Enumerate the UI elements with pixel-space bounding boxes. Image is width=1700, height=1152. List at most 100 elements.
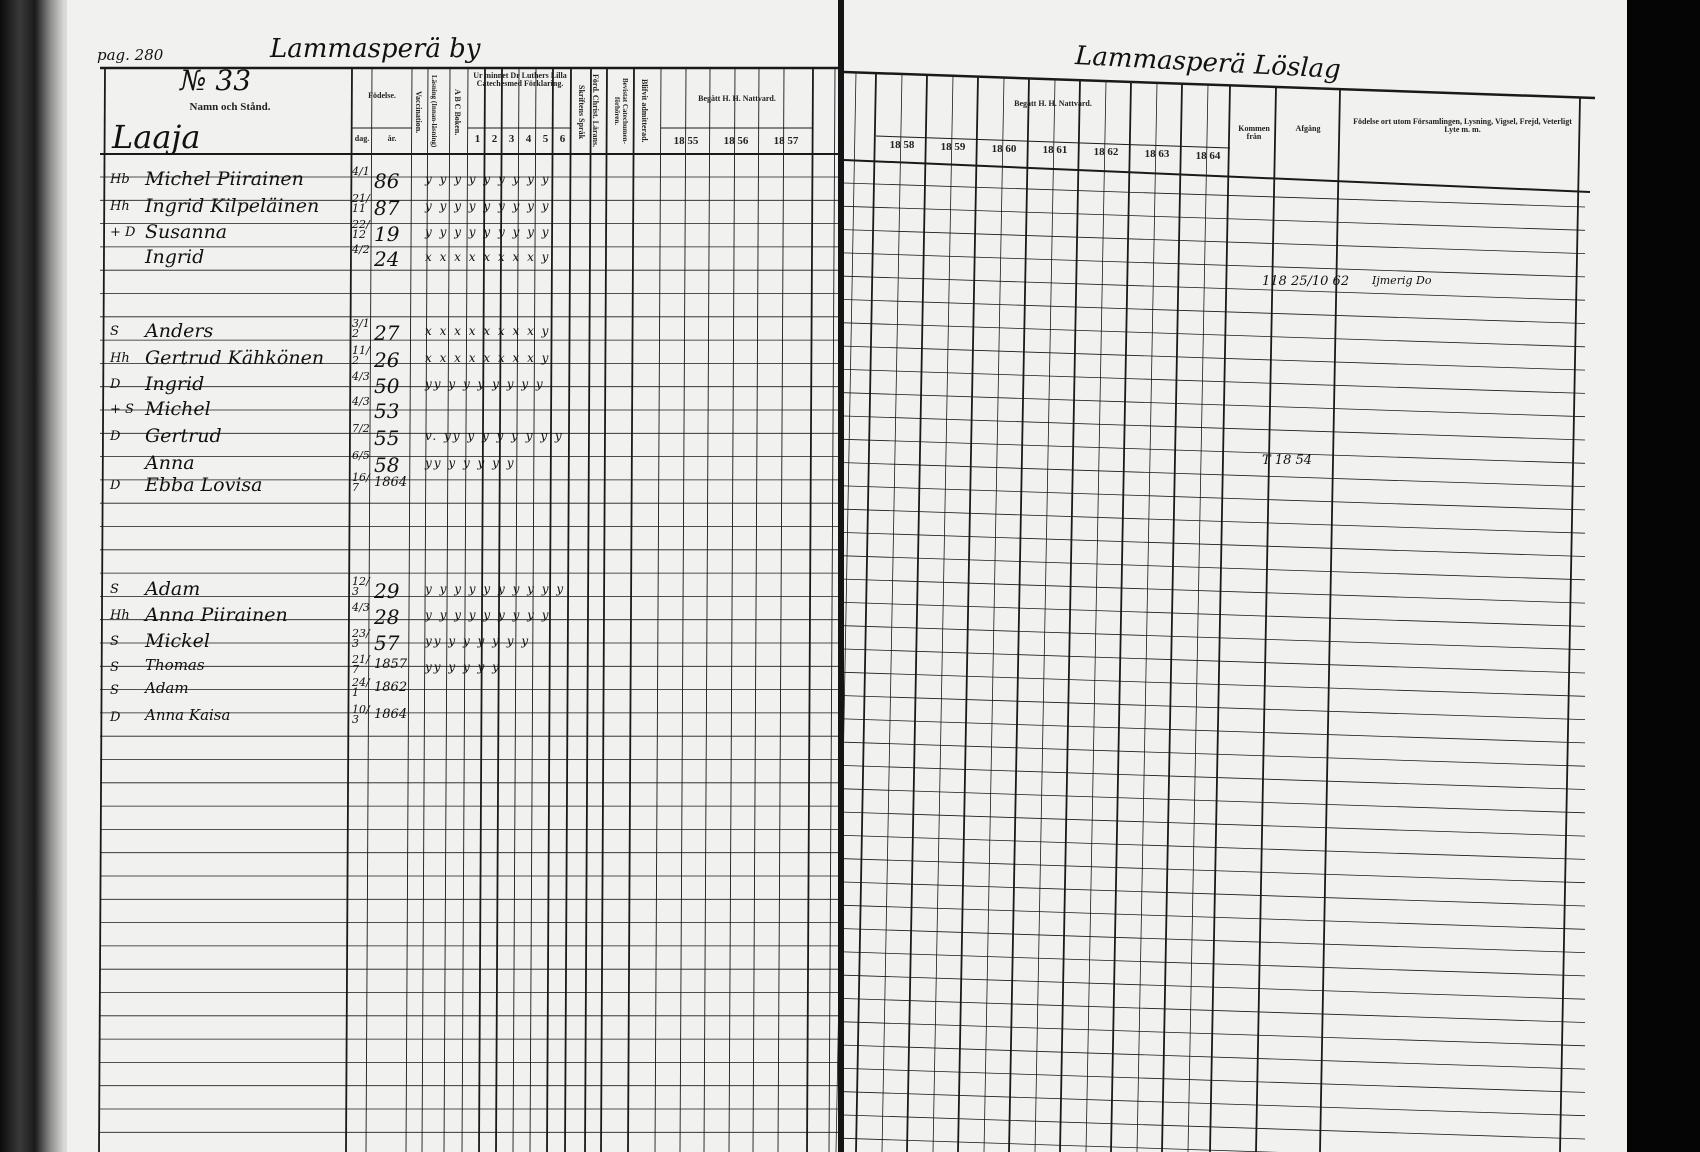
communion-year-label: 18 56 <box>723 135 749 147</box>
birth-year: 87 <box>374 196 400 220</box>
book-binding-edge <box>0 0 80 1152</box>
birth-day: 22/12 <box>352 218 370 241</box>
column-rule <box>529 67 537 1152</box>
communion-year-label: 18 58 <box>889 139 915 151</box>
birth-year: 27 <box>374 321 400 345</box>
village-title-left: Lammasperä by <box>270 34 481 64</box>
row-prefix: S <box>110 634 119 649</box>
row-rule <box>843 788 1586 814</box>
birth-year: 55 <box>374 426 400 450</box>
birth-day: 6/5 <box>352 449 370 462</box>
row-rule <box>843 1114 1586 1140</box>
row-prefix: Hb <box>110 172 130 187</box>
column-rule <box>1559 97 1581 1152</box>
person-name: Anna Piirainen <box>145 604 288 626</box>
row-rule <box>843 1021 1586 1047</box>
knowledge-marks: x x x x x x x x y <box>425 351 551 365</box>
column-rule <box>461 67 469 1152</box>
header-vaccination: Vaccination. <box>414 90 423 134</box>
row-rule <box>843 532 1586 557</box>
header-notes: Födelse ort utom Församlingen, Lysning, … <box>1353 117 1572 135</box>
birth-day: 4/3 <box>352 601 370 614</box>
row-rule <box>843 322 1586 348</box>
column-rule <box>1085 81 1107 1152</box>
row-rule <box>843 462 1586 487</box>
row-prefix: S <box>110 683 119 698</box>
column-rule <box>752 67 760 1152</box>
column-rule <box>1255 87 1277 1152</box>
row-rule <box>843 438 1586 464</box>
header-bottom-rule <box>843 159 1591 193</box>
column-rule <box>421 67 429 1152</box>
person-name: Mickel <box>145 630 211 652</box>
birth-day: 4/3 <box>352 370 370 383</box>
row-prefix: + D <box>110 225 136 240</box>
person-name: Ingrid Kilpeläinen <box>145 195 320 217</box>
column-rule <box>855 73 877 1152</box>
column-rule <box>1161 83 1183 1152</box>
page-number: pag. 280 <box>97 46 164 64</box>
column-rule <box>584 67 592 1152</box>
column-rule <box>546 67 554 1152</box>
row-rule <box>843 602 1586 627</box>
person-name: Adam <box>145 578 201 600</box>
row-rule <box>843 998 1586 1023</box>
row-rule <box>843 485 1586 511</box>
column-rule <box>627 67 635 1152</box>
book-gutter <box>838 0 844 1152</box>
birth-year: 29 <box>374 579 400 603</box>
row-prefix: D <box>110 478 121 493</box>
birth-day: 21/7 <box>352 653 370 676</box>
row-rule <box>843 415 1586 441</box>
catechism-column-label: 2 <box>491 133 498 145</box>
header-catechumen: Bevistat Catechumen-förhören. <box>613 78 629 144</box>
row-rule <box>843 182 1586 208</box>
column-rule <box>405 67 413 1152</box>
column-rule <box>654 67 662 1152</box>
column-rule <box>478 67 486 1152</box>
column-rule <box>1187 84 1209 1152</box>
header-abc: A B C Boken. <box>453 88 462 136</box>
communion-year-label: 18 62 <box>1093 146 1119 159</box>
knowledge-marks: y y y y y y y y y <box>425 225 551 239</box>
birth-year: 57 <box>374 631 400 655</box>
birth-year: 58 <box>374 453 400 477</box>
birth-day: 12/3 <box>352 575 370 598</box>
row-rule <box>843 392 1586 418</box>
header-year: år. <box>387 134 397 143</box>
knowledge-marks: y y y y y y y y y <box>425 172 551 186</box>
birth-year: 1864 <box>374 707 408 722</box>
birth-year: 26 <box>374 348 400 372</box>
birth-day: 24/1 <box>352 676 370 699</box>
person-name: Ingrid <box>145 246 205 268</box>
birth-year: 19 <box>374 222 400 246</box>
row-rule <box>843 625 1586 651</box>
notes-entry: Ijmerig Do <box>1372 274 1432 287</box>
row-rule <box>843 369 1586 394</box>
row-prefix: D <box>110 429 121 444</box>
row-prefix: S <box>110 324 119 339</box>
row-rule <box>843 205 1586 231</box>
knowledge-marks: x x x x x x x x y <box>425 250 551 264</box>
column-rule <box>983 77 1005 1152</box>
birth-day: 4/3 <box>352 395 370 408</box>
row-rule <box>843 275 1586 301</box>
row-rule <box>843 345 1586 371</box>
birth-day: 10/3 <box>352 703 370 726</box>
knowledge-marks: yy y y y y y y y <box>425 377 545 391</box>
knowledge-marks: y y y y y y y y y <box>425 608 551 622</box>
farm-name: Laaja <box>112 118 201 156</box>
table-top-rule <box>843 70 1596 100</box>
person-name: Gertrud Kähkönen <box>145 347 325 369</box>
person-name: Thomas <box>145 656 205 674</box>
column-rule <box>777 67 785 1152</box>
row-prefix: D <box>110 377 121 392</box>
row-rule <box>843 811 1586 837</box>
departure-note: T 18 54 <box>1262 453 1313 468</box>
row-rule <box>843 1044 1586 1070</box>
catechism-column-label: 4 <box>525 133 532 145</box>
communion-year-label: 18 57 <box>773 135 799 147</box>
birth-day: 11/2 <box>352 344 370 367</box>
row-rule <box>843 1068 1586 1093</box>
header-scripture: Skriftens Språk <box>577 84 586 139</box>
